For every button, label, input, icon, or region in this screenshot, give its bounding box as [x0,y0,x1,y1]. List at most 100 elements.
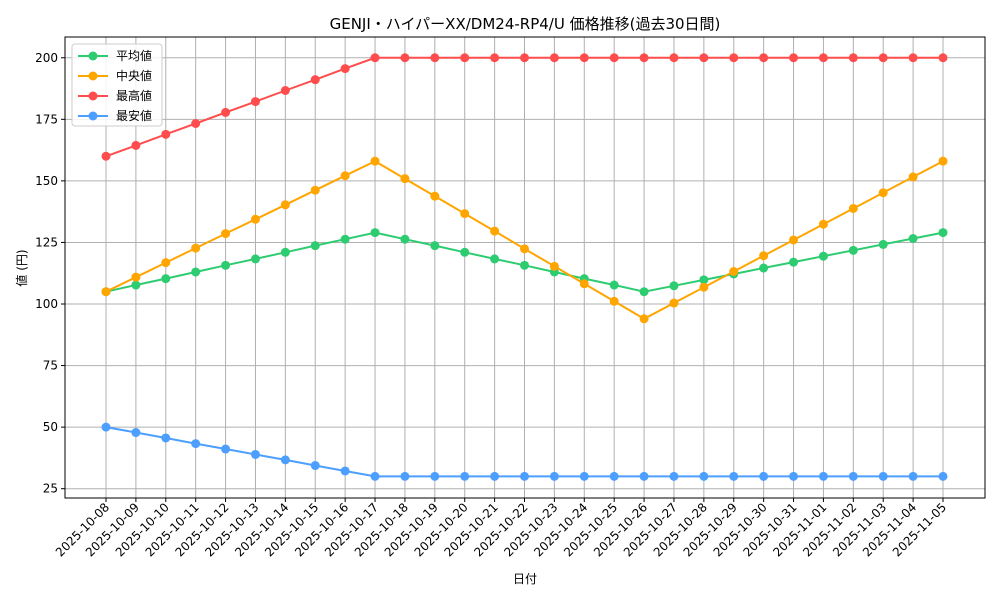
data-point[interactable] [430,191,440,201]
data-point[interactable] [131,140,141,150]
data-point[interactable] [609,280,619,290]
data-point[interactable] [161,433,171,443]
data-point[interactable] [161,258,171,268]
data-point[interactable] [818,53,828,63]
data-point[interactable] [908,471,918,481]
data-point[interactable] [639,471,649,481]
data-point[interactable] [908,53,918,63]
data-point[interactable] [938,53,948,63]
data-point[interactable] [400,471,410,481]
data-point[interactable] [250,214,260,224]
data-point[interactable] [460,53,470,63]
data-point[interactable] [818,219,828,229]
data-point[interactable] [549,471,559,481]
data-point[interactable] [639,287,649,297]
data-point[interactable] [250,97,260,107]
data-point[interactable] [609,53,619,63]
data-point[interactable] [789,53,799,63]
data-point[interactable] [340,466,350,476]
data-point[interactable] [191,267,201,277]
data-point[interactable] [490,53,500,63]
data-point[interactable] [848,471,858,481]
data-point[interactable] [639,314,649,324]
data-point[interactable] [848,245,858,255]
data-point[interactable] [789,235,799,245]
data-point[interactable] [370,156,380,166]
data-point[interactable] [759,53,769,63]
data-point[interactable] [370,53,380,63]
data-point[interactable] [908,233,918,243]
data-point[interactable] [310,241,320,251]
data-point[interactable] [878,471,888,481]
data-point[interactable] [400,234,410,244]
data-point[interactable] [340,64,350,74]
data-point[interactable] [938,228,948,238]
data-point[interactable] [669,281,679,291]
data-point[interactable] [729,471,739,481]
data-point[interactable] [549,261,559,271]
data-point[interactable] [520,244,529,254]
data-point[interactable] [938,156,948,166]
data-point[interactable] [460,247,470,257]
data-point[interactable] [699,53,709,63]
data-point[interactable] [878,188,888,198]
data-point[interactable] [579,53,589,63]
data-point[interactable] [520,260,529,270]
data-point[interactable] [101,151,111,161]
data-point[interactable] [759,263,769,273]
data-point[interactable] [400,174,410,184]
data-point[interactable] [370,228,380,238]
data-point[interactable] [818,251,828,261]
data-point[interactable] [699,471,709,481]
data-point[interactable] [520,471,529,481]
data-point[interactable] [759,251,769,261]
data-point[interactable] [729,266,739,276]
data-point[interactable] [191,439,201,449]
data-point[interactable] [579,279,589,289]
data-point[interactable] [400,53,410,63]
data-point[interactable] [848,53,858,63]
data-point[interactable] [699,275,709,285]
data-point[interactable] [280,247,290,257]
data-point[interactable] [490,471,500,481]
data-point[interactable] [878,53,888,63]
data-point[interactable] [101,422,111,432]
data-point[interactable] [310,75,320,85]
data-point[interactable] [250,254,260,264]
data-point[interactable] [848,203,858,213]
data-point[interactable] [340,171,350,181]
data-point[interactable] [131,272,141,282]
data-point[interactable] [161,129,171,139]
data-point[interactable] [430,471,440,481]
data-point[interactable] [250,449,260,459]
data-point[interactable] [191,118,201,128]
data-point[interactable] [280,86,290,96]
data-point[interactable] [221,107,231,117]
data-point[interactable] [878,239,888,249]
data-point[interactable] [460,209,470,219]
data-point[interactable] [789,471,799,481]
data-point[interactable] [520,53,529,63]
data-point[interactable] [310,461,320,471]
data-point[interactable] [101,287,111,297]
data-point[interactable] [549,53,559,63]
data-point[interactable] [789,257,799,267]
data-point[interactable] [908,172,918,182]
data-point[interactable] [191,243,201,253]
data-point[interactable] [669,298,679,308]
data-point[interactable] [729,53,739,63]
data-point[interactable] [430,241,440,251]
data-point[interactable] [669,53,679,63]
data-point[interactable] [460,471,470,481]
data-point[interactable] [310,185,320,195]
data-point[interactable] [221,260,231,270]
data-point[interactable] [579,471,589,481]
data-point[interactable] [938,471,948,481]
data-point[interactable] [609,296,619,306]
data-point[interactable] [221,444,231,454]
data-point[interactable] [699,282,709,292]
data-point[interactable] [639,53,649,63]
data-point[interactable] [430,53,440,63]
data-point[interactable] [490,254,500,264]
data-point[interactable] [759,471,769,481]
